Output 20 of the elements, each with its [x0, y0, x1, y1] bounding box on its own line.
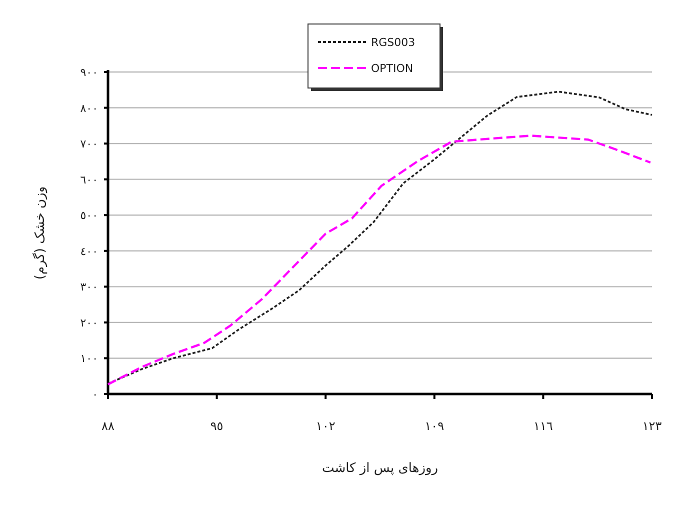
y-axis-title: وزن خشک (گرم)	[32, 186, 48, 280]
y-tick-label: ٨٠٠	[80, 102, 98, 115]
y-tick-label: ٠	[92, 388, 98, 401]
y-tick-label: ٩٠٠	[80, 66, 98, 79]
y-tick-label: ١٠٠	[80, 352, 98, 366]
legend-label: RGS003	[371, 36, 416, 49]
y-tick-label: ٦٠٠	[80, 173, 98, 186]
x-tick-label: ١٠٢	[316, 419, 336, 433]
legend-label: OPTION	[371, 62, 414, 75]
x-tick-label: ٩٥	[210, 419, 224, 433]
x-tick-label: ١٠٩	[424, 419, 444, 433]
x-tick-label: ١١٦	[534, 419, 553, 433]
y-tick-label: ٢٠٠	[80, 316, 98, 330]
y-tick-label: ٣٠٠	[80, 280, 98, 294]
x-tick-label: ١٢٣	[642, 419, 662, 433]
y-tick-label: ٥٠٠	[80, 209, 98, 222]
y-tick-label: ٤٠٠	[80, 244, 98, 258]
x-tick-label: ٨٨	[102, 419, 115, 433]
x-axis-title: روزهای پس از کاشت	[322, 461, 438, 476]
y-tick-label: ٧٠٠	[80, 138, 98, 151]
